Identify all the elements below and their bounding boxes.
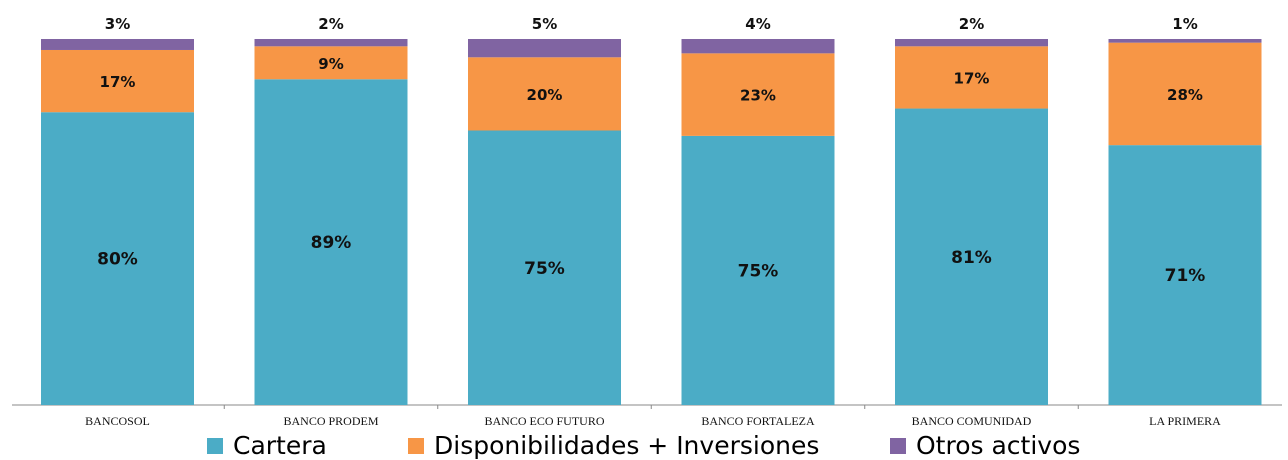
bar-segment-otros-activos-banco-comunidad [895, 39, 1048, 47]
data-label-otros-activos-bancosol: 3% [105, 15, 130, 33]
bar-segment-disponibilidades-inversiones-bancosol [41, 49, 194, 113]
legend-swatch-disponibilidades [408, 438, 424, 454]
data-label-cartera-banco-fortaleza: 75% [738, 261, 779, 281]
bar-segment-disponibilidades-inversiones-banco-fortaleza [681, 53, 835, 136]
data-label-cartera-banco-prodem: 89% [311, 233, 352, 253]
legend-item-cartera: Cartera [207, 432, 327, 460]
data-label-otros-activos-banco-prodem: 2% [318, 15, 343, 33]
data-label-disponibilidades-inversiones-banco-fortaleza: 23% [740, 87, 776, 105]
bar-segment-cartera-bancosol [41, 112, 194, 405]
data-label-otros-activos-banco-fortaleza: 4% [745, 15, 770, 33]
bar-segment-disponibilidades-inversiones-banco-prodem [254, 46, 408, 80]
legend-item-otros-activos: Otros activos [890, 432, 1080, 460]
bar-segment-otros-activos-la-primera [1108, 39, 1262, 43]
data-label-disponibilidades-inversiones-banco-comunidad: 17% [954, 69, 990, 87]
x-tick-label-bancosol: BANCOSOL [85, 414, 150, 428]
bar-segment-otros-activos-banco-eco-futuro [468, 39, 621, 58]
legend-label-otros-activos: Otros activos [916, 431, 1081, 460]
bar-segment-cartera-la-primera [1108, 145, 1262, 405]
x-tick-label-banco-prodem: BANCO PRODEM [283, 414, 378, 428]
data-label-cartera-la-primera: 71% [1165, 266, 1206, 286]
legend-label-cartera: Cartera [233, 431, 327, 460]
x-tick-labels-group: BANCOSOL BANCO PRODEM BANCO ECO FUTURO BANC… [85, 405, 1221, 428]
data-label-otros-activos-banco-eco-futuro: 5% [532, 15, 557, 33]
x-tick-label-la-primera: LA PRIMERA [1149, 414, 1221, 428]
data-label-disponibilidades-inversiones-banco-prodem: 9% [318, 55, 343, 73]
data-label-cartera-banco-comunidad: 81% [951, 248, 992, 268]
bar-segment-cartera-banco-comunidad [895, 108, 1048, 405]
x-tick-label-banco-comunidad: BANCO COMUNIDAD [912, 414, 1032, 428]
data-label-cartera-bancosol: 80% [97, 250, 138, 270]
x-tick-label-banco-fortaleza: BANCO FORTALEZA [701, 414, 815, 428]
bar-segment-otros-activos-banco-prodem [254, 39, 408, 47]
bar-segment-cartera-banco-prodem [254, 79, 408, 405]
data-labels-group: 80% 17% 3% 89% 9% 2% 75% 20% 5% 75% 23% 4% 81% 17% 2% 7… [97, 15, 1205, 286]
legend-item-disponibilidades: Disponibilidades + Inversiones [408, 432, 819, 460]
bar-segment-disponibilidades-inversiones-la-primera [1108, 42, 1262, 146]
bar-segment-disponibilidades-inversiones-banco-eco-futuro [468, 57, 621, 131]
data-label-disponibilidades-inversiones-banco-eco-futuro: 20% [527, 86, 563, 104]
data-label-disponibilidades-inversiones-bancosol: 17% [100, 73, 136, 91]
data-label-otros-activos-banco-comunidad: 2% [959, 15, 984, 33]
bars-group [41, 39, 1262, 405]
legend-label-disponibilidades: Disponibilidades + Inversiones [434, 431, 820, 460]
bar-segment-disponibilidades-inversiones-banco-comunidad [895, 46, 1048, 109]
bar-segment-cartera-banco-eco-futuro [468, 130, 621, 405]
data-label-disponibilidades-inversiones-la-primera: 28% [1167, 86, 1203, 104]
bar-segment-otros-activos-banco-fortaleza [681, 39, 835, 54]
data-label-cartera-banco-eco-futuro: 75% [524, 259, 565, 279]
legend-swatch-otros-activos [890, 438, 906, 454]
bar-segment-cartera-banco-fortaleza [681, 135, 835, 405]
data-label-otros-activos-la-primera: 1% [1172, 15, 1197, 33]
legend-swatch-cartera [207, 438, 223, 454]
bar-segment-otros-activos-bancosol [41, 39, 194, 50]
legend: Cartera Disponibilidades + Inversiones O… [0, 432, 1288, 460]
x-tick-label-banco-eco-futuro: BANCO ECO FUTURO [484, 414, 604, 428]
